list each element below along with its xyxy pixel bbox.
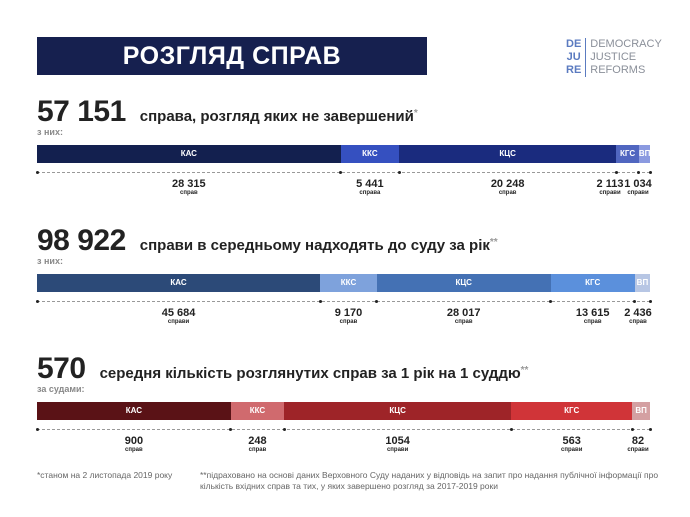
value-label: 248 справ xyxy=(248,435,267,454)
axis-tick xyxy=(35,170,39,174)
axis-tick xyxy=(614,170,618,174)
chart-subtitle: з них: xyxy=(37,256,63,266)
chart-subtitle: з них: xyxy=(37,127,63,137)
axis-tick xyxy=(648,170,652,174)
section-incoming: 98 922 справи в середньому надходять до … xyxy=(35,224,652,325)
axis-tick xyxy=(397,170,401,174)
axis-line xyxy=(35,299,652,303)
segment-label: ККС xyxy=(249,406,266,415)
bar-segment-4: ВП xyxy=(634,274,650,292)
footnote-1: *станом на 2 листопада 2019 року xyxy=(37,470,173,480)
section-per-judge: 570 середня кількість розглянутих справ … xyxy=(35,352,652,453)
chart-total: 570 xyxy=(37,352,86,385)
value-label: 9 170 справ xyxy=(334,307,363,326)
bar-segment-2: КЦС xyxy=(284,402,512,420)
axis-tick xyxy=(35,299,39,303)
axis-tick xyxy=(633,299,637,303)
value-label: 82 справи xyxy=(627,435,649,454)
segment-label: КЦС xyxy=(389,406,406,415)
value-label: 1 034 справи xyxy=(624,178,652,197)
value-label: 28 315 справ xyxy=(172,178,206,197)
chart-title: середня кількість розглянутих справ за 1… xyxy=(99,365,521,382)
axis-line xyxy=(35,427,652,431)
segment-label: КАС xyxy=(180,149,197,158)
value-label: 2 113 справи xyxy=(596,178,624,197)
bar-segment-1: ККС xyxy=(340,145,400,163)
axis-tick xyxy=(35,427,39,431)
axis-tick xyxy=(318,299,322,303)
segment-label: КЦС xyxy=(499,149,516,158)
segment-label: КГС xyxy=(585,278,601,287)
axis-tick xyxy=(549,299,553,303)
axis-tick xyxy=(229,427,233,431)
stacked-bar: КАС ККС КЦС КГС ВП 45 684 справи 9 170 справ 28 0… xyxy=(35,274,652,325)
axis-tick xyxy=(509,427,513,431)
chart-subtitle: за судами: xyxy=(37,384,85,394)
value-label: 900 справ xyxy=(124,435,144,454)
bar-segment-2: КЦС xyxy=(376,274,551,292)
dejure-logo: DE JU RE DEMOCRACY JUSTICE REFORMS xyxy=(566,38,662,77)
bar-segment-4: ВП xyxy=(632,402,650,420)
bar-segment-3: КГС xyxy=(511,402,633,420)
segment-label: КЦС xyxy=(455,278,472,287)
segment-label: КГС xyxy=(620,149,636,158)
page-title: РОЗГЛЯД СПРАВ ВЕРХОВНИМ СУДОМ xyxy=(37,37,427,108)
bar-segment-0: КАС xyxy=(37,274,321,292)
value-label: 28 017 справ xyxy=(446,307,481,326)
segment-label: ВП xyxy=(635,406,647,415)
footnote-mark: ** xyxy=(520,365,529,376)
axis-tick xyxy=(648,427,652,431)
chart-title: справи в середньому надходять до суду за… xyxy=(139,237,490,254)
segment-label: КАС xyxy=(170,278,187,287)
footnote-mark: * xyxy=(413,108,418,119)
axis-tick xyxy=(339,170,343,174)
stacked-bar: КАС ККС КЦС КГС ВП 900 справ 248 справ 1054 справи… xyxy=(35,402,652,453)
segment-label: КАС xyxy=(125,406,143,415)
segment-label: ВП xyxy=(638,149,651,158)
bar-segment-0: КАС xyxy=(37,145,341,163)
bar-segment-0: КАС xyxy=(37,402,231,420)
bar-segment-3: КГС xyxy=(550,274,635,292)
segment-label: ККС xyxy=(362,149,378,158)
footnote-2: **підраховано на основі даних Верховного… xyxy=(200,470,659,491)
value-label: 563 справи xyxy=(561,435,583,454)
segment-label: КГС xyxy=(564,406,580,415)
value-label: 2 436 справ xyxy=(624,307,652,326)
bar-segment-1: ККС xyxy=(320,274,377,292)
chart-total: 57 151 xyxy=(37,95,126,128)
value-label: 13 615 справ xyxy=(575,307,610,326)
axis-tick xyxy=(375,299,379,303)
footnote-mark: ** xyxy=(489,237,498,248)
chart-title: справа, розгляд яких не завершений xyxy=(139,108,414,125)
axis-tick xyxy=(648,299,652,303)
bar-segment-1: ККС xyxy=(230,402,285,420)
value-label: 5 441 справа xyxy=(356,178,384,197)
axis-tick xyxy=(637,170,641,174)
segment-label: ВП xyxy=(636,278,649,287)
segment-label: ККС xyxy=(340,278,357,287)
axis-tick xyxy=(630,427,634,431)
axis-line xyxy=(35,170,652,174)
section-pending: 57 151 справа, розгляд яких не завершени… xyxy=(35,95,652,196)
value-label: 45 684 справи xyxy=(161,307,196,326)
value-label: 20 248 справ xyxy=(490,178,525,197)
chart-total: 98 922 xyxy=(37,224,126,257)
bar-segment-2: КЦС xyxy=(399,145,617,163)
value-label: 1054 справи xyxy=(385,435,410,454)
stacked-bar: КАС ККС КЦС КГС ВП 28 315 справ 5 441 справа 20 2… xyxy=(35,145,652,196)
bar-segment-3: КГС xyxy=(616,145,639,163)
bar-segment-4: ВП xyxy=(638,145,651,163)
axis-tick xyxy=(282,427,286,431)
